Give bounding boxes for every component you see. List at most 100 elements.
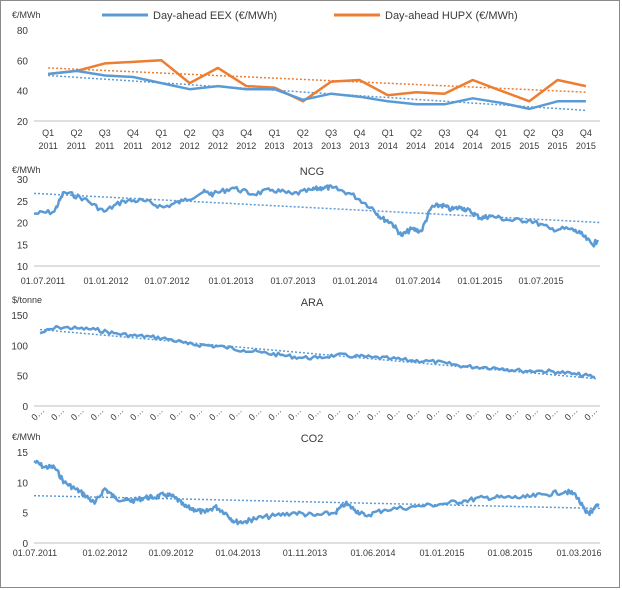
panel1-xtick-quarter: Q2 <box>297 128 309 138</box>
ncg-xtick: 01.07.2014 <box>395 276 440 286</box>
ara-ytick: 150 <box>11 311 28 322</box>
co2-xtick: 01.02.2012 <box>82 548 127 558</box>
panel1-xtick-year: 2011 <box>123 141 142 151</box>
panel1-xtick-year: 2015 <box>548 141 568 151</box>
panel1-xtick-year: 2013 <box>321 141 341 151</box>
ara-ytick: 100 <box>11 341 28 352</box>
panel1-xtick-year: 2013 <box>349 141 369 151</box>
ara-xtick: 0… <box>503 405 520 422</box>
co2-xtick: 01.06.2014 <box>350 548 395 558</box>
panel1-xtick-year: 2014 <box>434 141 454 151</box>
ara-ylabel: $/tonne <box>12 295 42 305</box>
panel1-xtick-quarter: Q3 <box>552 128 564 138</box>
ara-xtick: 0… <box>49 405 66 422</box>
ara-xtick: 0… <box>29 405 46 422</box>
ncg-xtick: 01.01.2012 <box>83 276 128 286</box>
ncg-ytick: 20 <box>17 219 29 230</box>
legend-label: Day-ahead EEX (€/MWh) <box>153 10 277 22</box>
ara-xtick: 0… <box>108 405 125 422</box>
panel1-xtick-year: 2014 <box>378 141 398 151</box>
ncg-xtick: 01.01.2015 <box>457 276 502 286</box>
panel1-xtick-year: 2012 <box>208 141 228 151</box>
panel1-xtick-year: 2011 <box>38 141 57 151</box>
ara-xtick: 0… <box>148 405 165 422</box>
panel1-ytick: 80 <box>17 26 29 37</box>
ara-xtick: 0… <box>168 405 185 422</box>
ncg-xtick: 01.01.2013 <box>208 276 253 286</box>
co2-xtick: 01.03.2016 <box>556 548 601 558</box>
ara-xtick: 0… <box>365 405 382 422</box>
panel1-xtick-quarter: Q4 <box>240 128 252 138</box>
co2-series-line <box>33 459 600 526</box>
ncg-ytick: 25 <box>17 197 29 208</box>
panel1-ytick: 20 <box>17 117 29 128</box>
ara-title: ARA <box>301 297 324 309</box>
ncg-xtick: 01.07.2011 <box>21 276 65 286</box>
ncg-ytick: 15 <box>17 240 29 251</box>
panel1-xtick-year: 2014 <box>463 141 483 151</box>
ara-xtick: 0… <box>582 405 599 422</box>
panel1-ytick: 60 <box>17 56 29 67</box>
ara-xtick: 0… <box>286 405 303 422</box>
panel1-xtick-quarter: Q2 <box>70 128 82 138</box>
panel1-xtick-quarter: Q2 <box>523 128 535 138</box>
panel1-xtick-quarter: Q1 <box>155 128 167 138</box>
panel1-xtick-quarter: Q3 <box>212 128 224 138</box>
panel1-xtick-year: 2012 <box>180 141 200 151</box>
panel1-xtick-quarter: Q1 <box>495 128 507 138</box>
co2-xtick: 01.08.2015 <box>487 548 532 558</box>
ara-xtick: 0… <box>266 405 283 422</box>
ncg-ytick: 10 <box>17 262 29 273</box>
panel1-ytick: 40 <box>17 87 29 98</box>
panel1-ylabel: €/MWh <box>12 10 41 20</box>
ncg-ylabel: €/MWh <box>12 165 41 175</box>
co2-xtick: 01.07.2011 <box>13 548 57 558</box>
co2-ytick: 0 <box>22 539 28 550</box>
ara-xtick: 0… <box>345 405 362 422</box>
legend-label: Day-ahead HUPX (€/MWh) <box>385 10 518 22</box>
ncg-xtick: 01.01.2014 <box>332 276 377 286</box>
co2-xtick: 01.01.2015 <box>419 548 464 558</box>
ncg-xtick: 01.07.2013 <box>270 276 315 286</box>
ncg-xtick: 01.07.2012 <box>144 276 189 286</box>
panel1-xtick-year: 2015 <box>491 141 511 151</box>
ara-xtick: 0… <box>69 405 86 422</box>
co2-ytick: 15 <box>17 448 29 459</box>
ara-xtick: 0… <box>405 405 422 422</box>
panel1-xtick-quarter: Q1 <box>42 128 54 138</box>
ara-xtick: 0… <box>523 405 540 422</box>
panel1-xtick-year: 2015 <box>519 141 539 151</box>
panel1-xtick-year: 2012 <box>151 141 171 151</box>
panel1-xtick-quarter: Q4 <box>127 128 139 138</box>
panel1-xtick-quarter: Q1 <box>269 128 281 138</box>
ncg-xtick: 01.07.2015 <box>518 276 563 286</box>
ara-xtick: 0… <box>227 405 244 422</box>
co2-xtick: 01.11.2013 <box>283 548 327 558</box>
ara-xtick: 0… <box>207 405 224 422</box>
series-line-hupx <box>47 59 587 103</box>
ara-xtick: 0… <box>187 405 204 422</box>
panel1-xtick-quarter: Q4 <box>353 128 365 138</box>
panel1-xtick-quarter: Q3 <box>325 128 337 138</box>
ncg-series-line <box>33 184 599 248</box>
ara-ytick: 0 <box>22 402 28 413</box>
panel1-xtick-quarter: Q4 <box>467 128 479 138</box>
co2-title: CO2 <box>301 433 324 445</box>
ara-series-line <box>39 324 596 379</box>
panel1-xtick-quarter: Q3 <box>438 128 450 138</box>
co2-xtick: 01.09.2012 <box>148 548 193 558</box>
ara-xtick: 0… <box>543 405 560 422</box>
ara-xtick: 0… <box>464 405 481 422</box>
ara-xtick: 0… <box>326 405 343 422</box>
ara-xtick: 0… <box>484 405 501 422</box>
ncg-ytick: 30 <box>17 175 29 186</box>
ara-xtick: 0… <box>128 405 145 422</box>
ara-xtick: 0… <box>89 405 106 422</box>
ara-xtick: 0… <box>247 405 264 422</box>
co2-xtick: 01.04.2013 <box>215 548 260 558</box>
panel1-xtick-year: 2011 <box>95 141 114 151</box>
panel1-xtick-year: 2013 <box>293 141 313 151</box>
ara-xtick: 0… <box>563 405 580 422</box>
